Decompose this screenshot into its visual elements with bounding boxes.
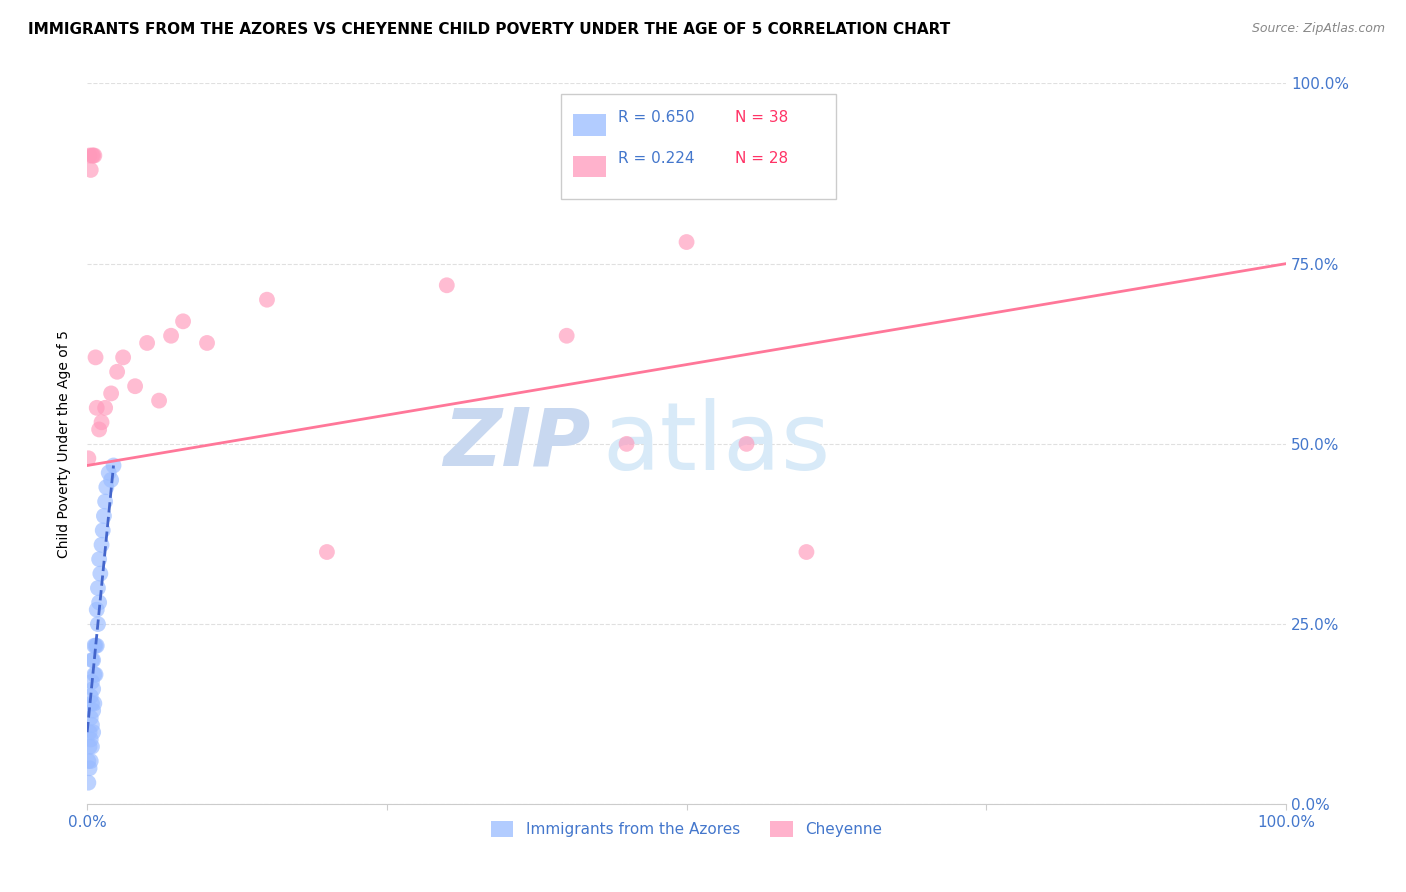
Point <box>86 639 108 653</box>
Point <box>89 595 111 609</box>
Point <box>80 653 103 667</box>
Y-axis label: Child Poverty Under the Age of 5: Child Poverty Under the Age of 5 <box>58 330 72 558</box>
Point <box>100 473 122 487</box>
Point <box>616 437 638 451</box>
Text: Source: ZipAtlas.com: Source: ZipAtlas.com <box>1251 22 1385 36</box>
Point <box>87 617 110 632</box>
Point <box>103 458 125 473</box>
Point <box>555 328 578 343</box>
Point <box>82 725 104 739</box>
Point <box>79 761 101 775</box>
Point <box>87 581 110 595</box>
Point <box>83 697 105 711</box>
FancyBboxPatch shape <box>572 114 606 136</box>
Point <box>160 328 183 343</box>
Point <box>89 422 111 436</box>
Point <box>77 775 100 789</box>
Point <box>80 148 103 162</box>
Text: atlas: atlas <box>603 398 831 490</box>
Point <box>80 711 103 725</box>
Point <box>77 754 100 768</box>
Point <box>86 401 108 415</box>
Point <box>735 437 758 451</box>
Point <box>796 545 818 559</box>
Text: R = 0.650: R = 0.650 <box>619 110 695 125</box>
Point <box>90 415 112 429</box>
Point <box>82 148 104 162</box>
Point <box>124 379 146 393</box>
Point <box>79 739 101 754</box>
Point <box>148 393 170 408</box>
Point <box>84 351 107 365</box>
Point <box>83 639 105 653</box>
Point <box>77 451 100 466</box>
Point <box>436 278 458 293</box>
Point <box>80 674 103 689</box>
Text: IMMIGRANTS FROM THE AZORES VS CHEYENNE CHILD POVERTY UNDER THE AGE OF 5 CORRELAT: IMMIGRANTS FROM THE AZORES VS CHEYENNE C… <box>28 22 950 37</box>
Point <box>136 335 159 350</box>
Point <box>93 508 115 523</box>
Point <box>80 697 103 711</box>
Point <box>79 725 101 739</box>
Point <box>94 494 117 508</box>
Point <box>80 754 103 768</box>
Point <box>80 718 103 732</box>
Point <box>316 545 339 559</box>
Point <box>80 689 103 703</box>
Point <box>86 602 108 616</box>
Point <box>105 365 128 379</box>
Point <box>195 335 218 350</box>
Text: N = 28: N = 28 <box>734 151 787 166</box>
Legend: Immigrants from the Azores, Cheyenne: Immigrants from the Azores, Cheyenne <box>485 815 889 844</box>
FancyBboxPatch shape <box>572 155 606 178</box>
Point <box>83 667 105 681</box>
Point <box>80 163 103 178</box>
Point <box>84 667 107 681</box>
Point <box>83 148 105 162</box>
Point <box>91 524 114 538</box>
Point <box>112 351 135 365</box>
Point <box>79 148 101 162</box>
Point <box>100 386 122 401</box>
Text: ZIP: ZIP <box>443 405 591 483</box>
Point <box>84 639 107 653</box>
Point <box>172 314 194 328</box>
Point <box>96 480 118 494</box>
Point <box>97 466 120 480</box>
Point <box>89 552 111 566</box>
Point <box>80 732 103 747</box>
Point <box>675 235 697 249</box>
Point <box>82 681 104 696</box>
Point <box>82 704 104 718</box>
Point <box>89 566 111 581</box>
Text: R = 0.224: R = 0.224 <box>619 151 695 166</box>
FancyBboxPatch shape <box>561 95 837 199</box>
Point <box>256 293 278 307</box>
Point <box>90 538 112 552</box>
Text: N = 38: N = 38 <box>734 110 787 125</box>
Point <box>80 739 103 754</box>
Point <box>94 401 117 415</box>
Point <box>82 653 104 667</box>
